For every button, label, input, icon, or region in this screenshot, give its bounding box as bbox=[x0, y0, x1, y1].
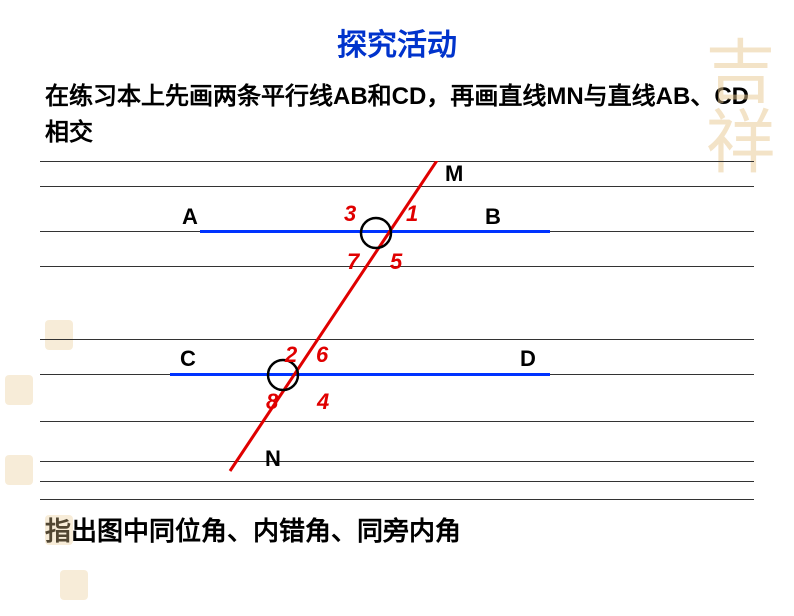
label-a: A bbox=[182, 204, 198, 230]
angle-7: 7 bbox=[347, 249, 359, 275]
angle-5: 5 bbox=[390, 249, 402, 275]
ruled-line bbox=[40, 161, 754, 162]
angle-8: 8 bbox=[266, 389, 278, 415]
ruled-line bbox=[40, 499, 754, 500]
instruction-text: 在练习本上先画两条平行线AB和CD，再画直线MN与直线AB、CD相交 bbox=[0, 79, 794, 151]
page-title: 探究活动 bbox=[0, 20, 794, 64]
label-n: N bbox=[265, 446, 281, 472]
label-m: M bbox=[445, 161, 463, 187]
angle-4: 4 bbox=[317, 389, 329, 415]
ruled-line bbox=[40, 339, 754, 340]
label-c: C bbox=[180, 346, 196, 372]
line-cd bbox=[170, 373, 550, 376]
ruled-line bbox=[40, 481, 754, 482]
ruled-line bbox=[40, 186, 754, 187]
diagram: M A B C D N 3 1 7 5 2 6 8 4 bbox=[40, 161, 754, 501]
angle-3: 3 bbox=[344, 201, 356, 227]
intersection-circle-top bbox=[361, 218, 391, 248]
ruled-line bbox=[40, 421, 754, 422]
label-b: B bbox=[485, 204, 501, 230]
label-d: D bbox=[520, 346, 536, 372]
angle-6: 6 bbox=[316, 342, 328, 368]
ruled-line bbox=[40, 461, 754, 462]
bottom-question: 指出图中同位角、内错角、同旁内角 bbox=[0, 511, 794, 548]
line-ab bbox=[200, 230, 550, 233]
watermark-small-3 bbox=[5, 455, 33, 485]
angle-2: 2 bbox=[285, 342, 297, 368]
diagram-svg bbox=[40, 161, 754, 501]
angle-1: 1 bbox=[406, 201, 418, 227]
watermark-small-2 bbox=[5, 375, 33, 405]
